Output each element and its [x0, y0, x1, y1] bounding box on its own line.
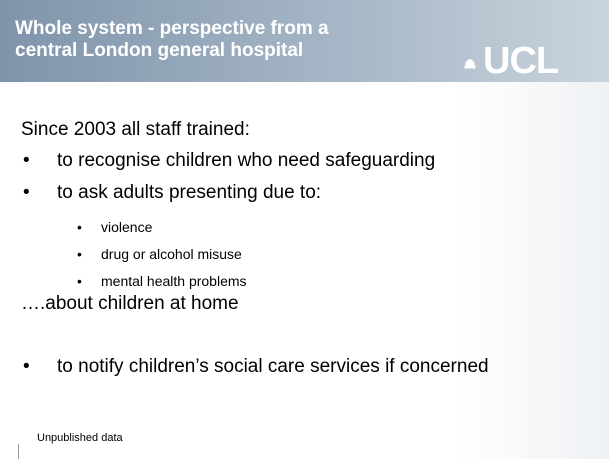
bullet-dot: •: [23, 182, 30, 203]
sub-bullet-dot: •: [77, 219, 82, 235]
intro-text: Since 2003 all staff trained:: [21, 119, 250, 140]
bullet-text: to ask adults presenting due to:: [57, 182, 322, 203]
content-area: [0, 82, 609, 459]
bullet-text: to notify children’s social care service…: [57, 356, 489, 377]
logo-icon: [464, 59, 476, 69]
sub-bullet-dot: •: [77, 273, 82, 289]
sub-bullet-text: drug or alcohol misuse: [101, 246, 242, 262]
header-bar: Whole system - perspective from a centra…: [0, 0, 609, 82]
logo: UCL: [483, 40, 559, 82]
title-line: central London general hospital: [15, 40, 304, 61]
sub-bullet-text: violence: [101, 219, 153, 235]
sub-bullet-text: mental health problems: [101, 273, 247, 289]
title-line: Whole system - perspective from a: [15, 18, 329, 39]
footer-rule: [18, 444, 19, 459]
bullet-dot: •: [23, 356, 30, 377]
footer-note: Unpublished data: [37, 432, 123, 444]
sub-bullet-dot: •: [77, 246, 82, 262]
continuation-text: ….about children at home: [21, 293, 239, 314]
bullet-dot: •: [23, 150, 30, 171]
bullet-text: to recognise children who need safeguard…: [57, 150, 436, 171]
slide-title: Whole system - perspective from a centra…: [15, 18, 329, 62]
